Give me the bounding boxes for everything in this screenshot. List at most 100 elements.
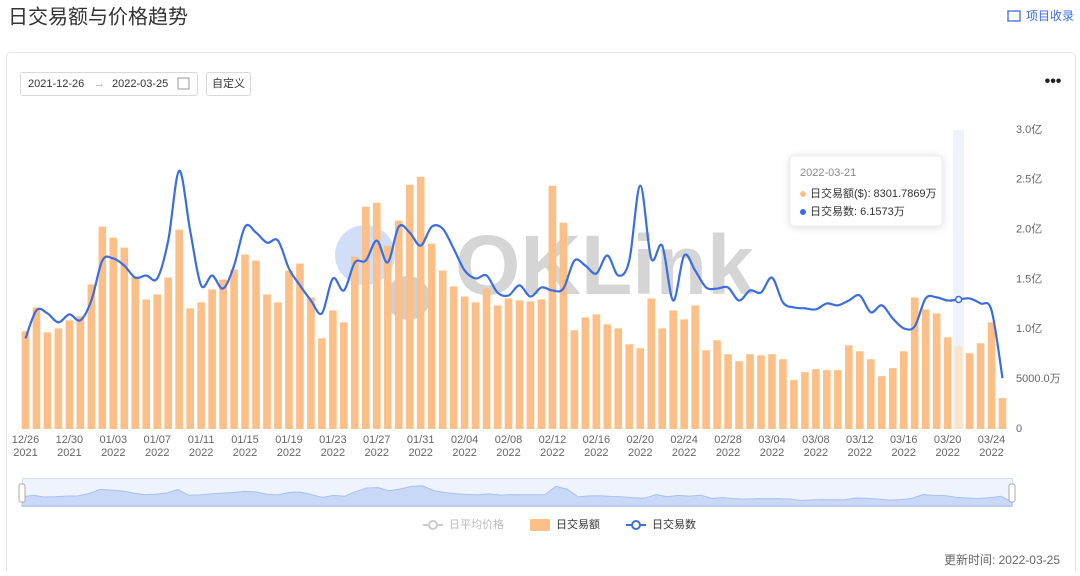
- bar: [109, 237, 118, 429]
- bar: [32, 307, 41, 429]
- bar: [647, 298, 656, 429]
- bar: [87, 284, 96, 429]
- bar: [702, 350, 710, 429]
- hover-point: [954, 295, 963, 304]
- bar: [493, 305, 502, 429]
- bar: [691, 305, 699, 429]
- legend-swatch: [428, 520, 438, 530]
- bar: [340, 322, 348, 429]
- bar: [954, 346, 963, 429]
- x-tick-label: 01/23 2022: [319, 434, 347, 459]
- legend-swatch: [530, 519, 550, 531]
- bar: [482, 288, 491, 429]
- legend-label: 日交易额: [556, 517, 600, 531]
- bar: [219, 279, 227, 429]
- bar: [823, 370, 831, 429]
- bar: [636, 348, 645, 429]
- date-end: 2022-03-25: [112, 78, 168, 90]
- bar: [735, 361, 743, 429]
- link[interactable]: 项目收录: [1026, 9, 1074, 23]
- updated: 更新时间: 2022-03-25: [944, 552, 1060, 567]
- bar: [383, 245, 392, 429]
- bar: [790, 380, 798, 429]
- bar: [834, 370, 842, 429]
- zoom-handle: [18, 483, 26, 503]
- bar: [274, 302, 282, 429]
- tooltip-dot: [800, 209, 806, 215]
- bar: [351, 256, 359, 429]
- custom-button[interactable]: [206, 72, 251, 96]
- bar: [54, 328, 63, 429]
- legend-item[interactable]: 日交易数: [626, 517, 696, 531]
- watermark-text: OKLink: [455, 218, 754, 312]
- bar: [998, 398, 1007, 429]
- bar: [669, 310, 677, 429]
- x-tick-label: 01/03 2022: [100, 434, 128, 459]
- bar: [438, 270, 447, 429]
- bar: [307, 297, 315, 429]
- bar: [504, 298, 513, 429]
- bar: [921, 309, 930, 429]
- bar: [43, 332, 52, 429]
- x-tick-label: 03/16 2022: [890, 434, 918, 459]
- bar: [548, 185, 557, 429]
- bar: [713, 340, 721, 429]
- bar: [899, 351, 908, 429]
- link-icon: [1007, 10, 1021, 22]
- tooltip-box: [789, 155, 943, 227]
- bar: [153, 294, 162, 429]
- bar: [965, 353, 974, 429]
- x-tick-label: 03/08 2022: [802, 434, 830, 459]
- x-tick-label: 01/11 2022: [188, 434, 215, 459]
- bar: [164, 277, 172, 429]
- bar: [614, 328, 623, 429]
- bar: [757, 355, 765, 429]
- bar: [910, 297, 919, 429]
- bar: [526, 301, 535, 429]
- bar: [329, 310, 337, 429]
- legend-label: 日交易数: [652, 517, 696, 531]
- custom-label: 自定义: [212, 76, 245, 90]
- bar: [746, 354, 754, 429]
- bar: [877, 376, 886, 429]
- date-range[interactable]: [20, 72, 198, 96]
- more-menu[interactable]: •••: [1045, 73, 1062, 90]
- bar: [471, 302, 480, 429]
- bar: [932, 313, 941, 429]
- bar: [263, 294, 271, 429]
- zoom-handle: [1008, 483, 1016, 503]
- y-tick-label: 1.0亿: [1016, 322, 1042, 335]
- bar: [427, 243, 436, 429]
- bar: [779, 359, 787, 429]
- x-tick-label: 02/24 2022: [670, 434, 698, 459]
- bar: [394, 220, 403, 429]
- x-tick-label: 02/16 2022: [583, 434, 611, 459]
- bar: [98, 226, 107, 429]
- y-tick-label: 0: [1016, 423, 1022, 435]
- page-title: 日交易额与价格趋势: [8, 5, 188, 28]
- x-tick-label: 01/27 2022: [363, 434, 391, 459]
- bar: [230, 269, 238, 429]
- x-tick-label: 01/15 2022: [231, 434, 259, 459]
- bar: [592, 314, 601, 429]
- bar: [943, 337, 952, 429]
- bar: [866, 359, 875, 429]
- legend-item[interactable]: 日平均价格: [423, 517, 504, 531]
- bar: [856, 351, 864, 429]
- bar: [241, 254, 249, 429]
- bar: [801, 372, 809, 429]
- x-tick-label: 12/26 2021: [12, 434, 40, 459]
- y-tick-label: 2.5亿: [1016, 173, 1042, 186]
- x-tick-label: 01/19 2022: [275, 434, 303, 459]
- bar: [252, 260, 260, 429]
- bar: [318, 338, 326, 429]
- y-tick-label: 5000.0万: [1016, 373, 1061, 385]
- zoom-area: [21, 485, 1013, 507]
- tooltip-item: 日交易额($): 8301.7869万: [810, 186, 937, 200]
- legend-item[interactable]: 日交易额: [530, 517, 600, 531]
- bar: [603, 324, 612, 429]
- bar: [812, 369, 820, 429]
- date-arrow: →: [94, 78, 105, 90]
